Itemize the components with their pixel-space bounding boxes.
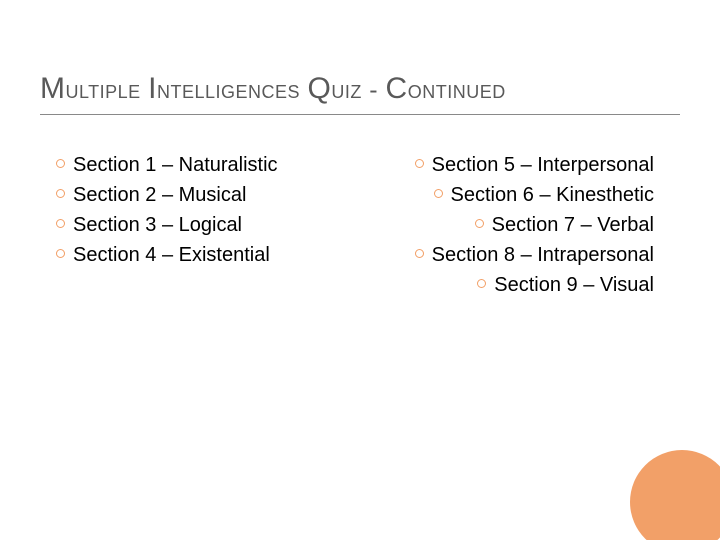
left-item-label: Section 1 – Naturalistic (73, 154, 278, 176)
left-item: Section 4 – Existential (56, 240, 355, 270)
right-column: Section 5 – Interpersonal Section 6 – Kin… (355, 150, 664, 300)
right-item: Section 5 – Interpersonal (355, 150, 654, 180)
left-column: Section 1 – Naturalistic Section 2 – Musi… (56, 150, 355, 300)
left-item: Section 2 – Musical (56, 180, 355, 210)
right-item: Section 8 – Intrapersonal (355, 240, 654, 270)
right-item: Section 6 – Kinesthetic (355, 180, 654, 210)
bullet-icon (477, 279, 486, 288)
bullet-icon (475, 219, 484, 228)
left-item: Section 1 – Naturalistic (56, 150, 355, 180)
left-item-label: Section 4 – Existential (73, 244, 270, 266)
slide-title: Multiple Intelligences Quiz - Continued (40, 72, 680, 115)
bullet-icon (415, 159, 424, 168)
bullet-icon (415, 249, 424, 258)
right-item: Section 9 – Visual (355, 270, 654, 300)
left-item: Section 3 – Logical (56, 210, 355, 240)
right-item-label: Section 9 – Visual (494, 274, 654, 296)
decoration-circle (630, 450, 720, 540)
bullet-icon (434, 189, 443, 198)
bullet-icon (56, 159, 65, 168)
right-item-label: Section 8 – Intrapersonal (432, 244, 654, 266)
right-item-label: Section 7 – Verbal (492, 214, 654, 236)
content-area: Section 1 – Naturalistic Section 2 – Musi… (56, 150, 664, 300)
bullet-icon (56, 249, 65, 258)
right-item-label: Section 6 – Kinesthetic (451, 184, 654, 206)
bullet-icon (56, 189, 65, 198)
right-item-label: Section 5 – Interpersonal (432, 154, 654, 176)
left-item-label: Section 2 – Musical (73, 184, 246, 206)
right-item: Section 7 – Verbal (355, 210, 654, 240)
slide: Multiple Intelligences Quiz - Continued … (0, 0, 720, 540)
bullet-icon (56, 219, 65, 228)
left-item-label: Section 3 – Logical (73, 214, 242, 236)
